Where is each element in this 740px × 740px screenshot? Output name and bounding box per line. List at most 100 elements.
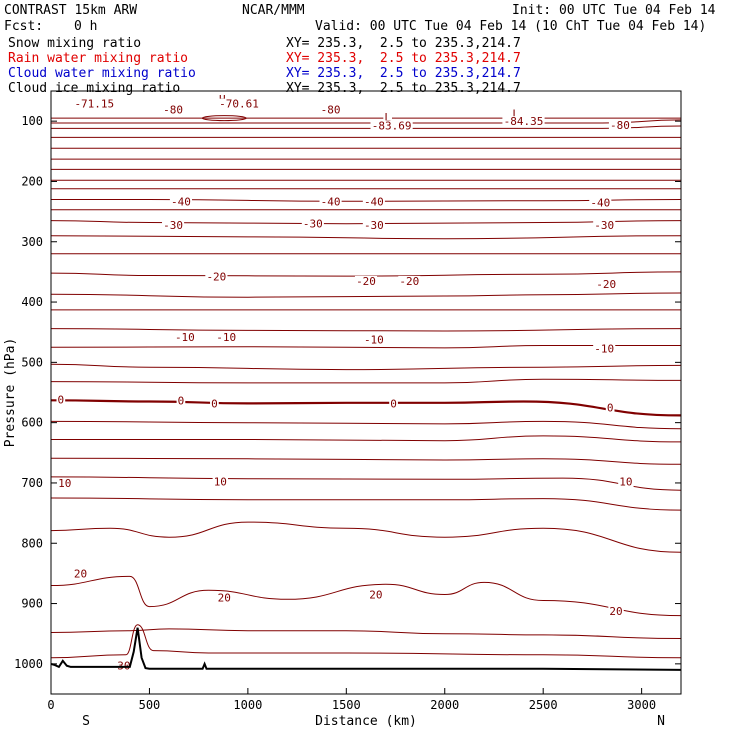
contour-line — [50, 378, 682, 384]
contour-value-label: 20 — [609, 605, 622, 618]
label-backing — [511, 108, 520, 120]
contour-line — [50, 328, 682, 332]
y-axis-label: Pressure (hPa) — [3, 338, 18, 448]
label-backing — [398, 275, 421, 287]
contour-line — [50, 521, 682, 553]
contour-line — [50, 624, 682, 659]
forecast-label: Fcst: — [4, 19, 44, 34]
y-tick-label: 1000 — [14, 657, 43, 671]
label-backing — [362, 334, 385, 346]
field-xy-cloud-water: XY= 235.3, 2.5 to 235.3,214.7 — [286, 66, 521, 81]
contour-line — [201, 115, 247, 122]
org-label: NCAR/MMM — [242, 3, 305, 18]
y-tick-label: 100 — [21, 114, 43, 128]
contour-value-label: 20 — [218, 592, 231, 605]
label-backing — [368, 589, 384, 601]
label-backing — [57, 477, 73, 489]
field-xy-cloud-ice: XY= 235.3, 2.5 to 235.3,214.7 — [286, 81, 521, 96]
label-backing — [589, 197, 612, 209]
contour-value-label: 20 — [74, 567, 87, 580]
field-name-cloud-water: Cloud water mixing ratio — [8, 66, 196, 81]
contour-value-label: -84.35 — [504, 115, 544, 128]
contour-line — [50, 125, 682, 129]
contour-value-label: 10 — [619, 476, 632, 489]
y-tick-label: 700 — [21, 476, 43, 490]
contour-value-label: -10 — [364, 333, 384, 346]
contour-line — [51, 435, 682, 443]
contour-value-label: -10 — [175, 331, 195, 344]
x-axis-label: Distance (km) — [315, 714, 417, 729]
contour-value-label: L — [512, 107, 519, 120]
label-backing — [301, 218, 324, 230]
contour-line — [50, 344, 681, 349]
contour-line — [50, 476, 682, 491]
contour-value-label: -80 — [321, 104, 341, 117]
label-backing — [608, 605, 624, 617]
terrain-line — [50, 627, 682, 671]
contour-line — [50, 119, 682, 124]
contour-value-label: -71.15 — [74, 98, 114, 111]
contour-value-label: 0 — [178, 394, 185, 407]
label-backing — [618, 476, 634, 488]
contour-value-label: -30 — [364, 219, 384, 232]
label-backing — [176, 395, 186, 407]
label-backing — [362, 219, 385, 231]
label-backing — [608, 119, 632, 131]
x-tick-label: 2500 — [529, 698, 558, 712]
label-backing — [216, 592, 232, 604]
label-backing — [173, 332, 196, 344]
contour-value-label: 0 — [607, 402, 614, 415]
contour-line — [50, 363, 682, 371]
plot-frame — [50, 90, 682, 695]
contour-value-label: -80 — [163, 104, 183, 117]
contour-value-label: -40 — [321, 195, 341, 208]
label-backing — [72, 568, 89, 580]
init-time: Init: 00 UTC Tue 04 Feb 14 — [512, 3, 716, 18]
label-backing — [162, 104, 185, 116]
contour-value-label: -20 — [596, 278, 616, 291]
label-backing — [593, 219, 616, 231]
contour-value-label: -20 — [206, 271, 226, 284]
contour-value-label: -83.69 — [372, 119, 412, 132]
label-backing — [383, 111, 393, 123]
contour-value-label: 20 — [369, 589, 382, 602]
field-xy-rain: XY= 235.3, 2.5 to 235.3,214.7 — [286, 51, 521, 66]
contour-value-label: -40 — [590, 197, 610, 210]
label-backing — [370, 120, 413, 132]
x-end-label-north: N — [657, 714, 665, 729]
label-backing — [354, 275, 378, 287]
label-backing — [205, 271, 228, 283]
field-name-cloud-ice: Cloud ice mixing ratio — [8, 81, 181, 96]
contour-labels: -71.15-80H-70.61-80L-83.69L-84.35-80-40-… — [56, 93, 634, 673]
y-tick-label: 200 — [21, 174, 43, 188]
label-backing — [215, 332, 238, 344]
label-backing — [362, 196, 385, 208]
model-title: CONTRAST 15km ARW — [4, 3, 138, 18]
contour-value-label: -30 — [303, 218, 323, 231]
y-tick-label: 800 — [21, 536, 43, 550]
contour-value-label: 10 — [58, 477, 71, 490]
y-tick-label: 400 — [21, 295, 43, 309]
label-backing — [605, 402, 615, 414]
contour-line — [50, 292, 682, 298]
x-tick-label: 0 — [47, 698, 54, 712]
label-backing — [595, 278, 618, 290]
field-name-snow: Snow mixing ratio — [8, 36, 142, 51]
contour-value-label: 0 — [211, 397, 218, 410]
x-tick-label: 500 — [139, 698, 161, 712]
contour-line — [50, 235, 682, 240]
label-backing — [502, 116, 545, 128]
contour-line — [50, 575, 682, 617]
y-tick-label: 500 — [21, 355, 43, 369]
label-backing — [73, 98, 116, 110]
label-backing — [56, 394, 66, 406]
contour-line — [50, 457, 682, 465]
label-backing — [217, 98, 261, 110]
y-tick-label: 300 — [21, 235, 43, 249]
field-name-rain: Rain water mixing ratio — [8, 51, 189, 66]
label-backing — [169, 196, 192, 208]
valid-time: Valid: 00 UTC Tue 04 Feb 14 (10 ChT Tue … — [315, 19, 707, 34]
contour-line — [50, 271, 682, 277]
contour-value-label: -30 — [163, 219, 183, 232]
